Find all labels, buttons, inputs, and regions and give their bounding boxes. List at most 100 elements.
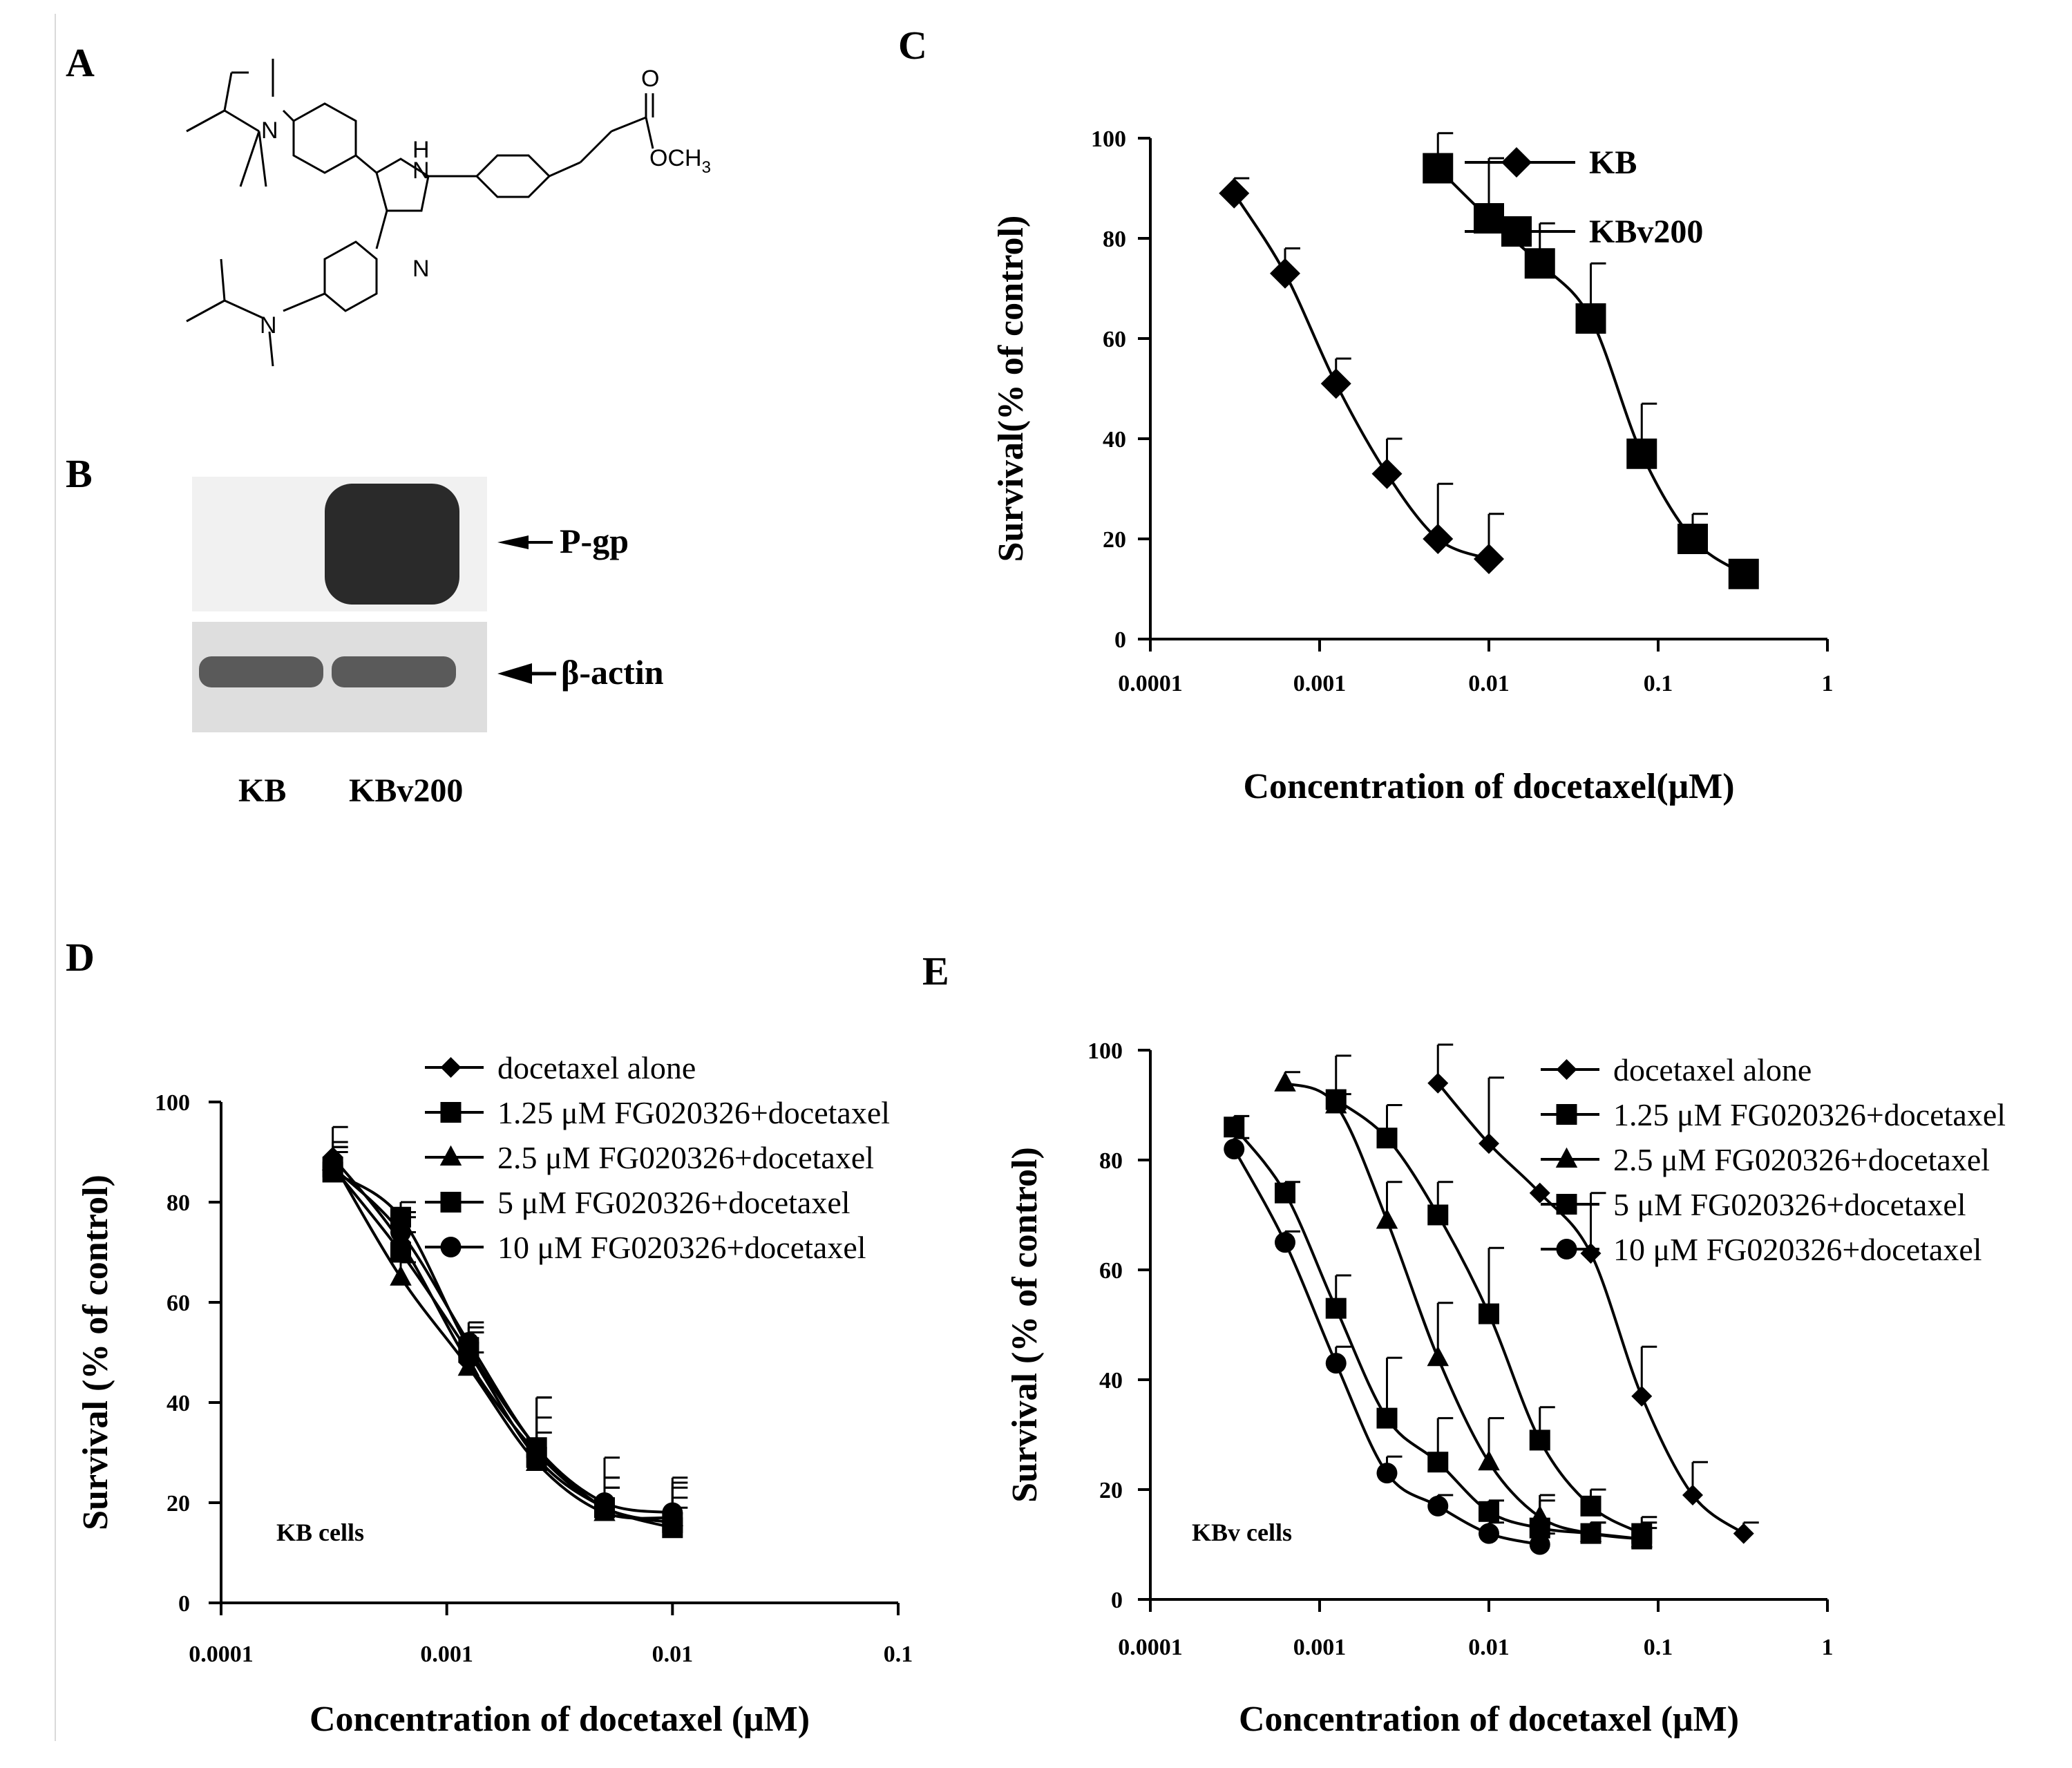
- x-tick-label: 0.01: [1468, 671, 1510, 696]
- data-point-square: [1427, 1452, 1449, 1473]
- legend-label: 2.5 μM FG020326+docetaxel: [497, 1140, 874, 1175]
- legend-label: 5 μM FG020326+docetaxel: [1613, 1187, 1966, 1222]
- legend-marker-diamond: [440, 1057, 462, 1078]
- data-point-diamond: [1733, 1523, 1754, 1544]
- series-line: [1284, 1081, 1642, 1541]
- y-tick-label: 40: [1099, 1368, 1123, 1394]
- blot-lane-kb: KB: [238, 772, 286, 809]
- legend-marker-diamond: [1501, 147, 1532, 178]
- x-tick-label: 1: [1822, 671, 1834, 696]
- western-blot: [192, 477, 556, 732]
- data-point-diamond: [1479, 1133, 1499, 1154]
- y-axis-title: Survival (% of control): [76, 1175, 115, 1530]
- legend-label: docetaxel alone: [1613, 1052, 1812, 1087]
- panel-e-letter: E: [922, 949, 949, 994]
- data-point-triangle: [1274, 1071, 1296, 1092]
- x-tick-label: 0.01: [1468, 1635, 1510, 1660]
- x-axis-title: Concentration of docetaxel (μM): [310, 1700, 810, 1739]
- structure-nh-n: N: [412, 158, 430, 184]
- data-point-square: [1376, 1407, 1398, 1429]
- data-point-circle: [1529, 1534, 1550, 1555]
- series-4: [1224, 1137, 1555, 1555]
- data-point-square: [1479, 1303, 1499, 1324]
- data-point-square: [1580, 1523, 1601, 1544]
- legend-marker-square: [1501, 216, 1532, 247]
- x-tick-label: 0.001: [1293, 671, 1347, 696]
- y-tick-label: 80: [1103, 227, 1126, 252]
- series-0: [1427, 1043, 1759, 1544]
- data-point-triangle: [457, 1356, 480, 1376]
- blot-actin-label: β-actin: [561, 653, 664, 692]
- data-point-square: [1376, 1128, 1398, 1149]
- blot-pgp-band: [325, 484, 459, 605]
- legend-label: docetaxel alone: [497, 1050, 696, 1085]
- data-point-circle: [1224, 1139, 1245, 1160]
- chart-d: 0 20 40 60 80 100 0.0001 0.001 0.01 0.1 Concentrat…: [76, 1050, 913, 1739]
- legend-label: 1.25 μM FG020326+docetaxel: [1613, 1097, 2006, 1132]
- data-point-square: [1224, 1116, 1245, 1138]
- series-line: [1233, 192, 1490, 560]
- series-0: [1219, 177, 1504, 574]
- legend-label: KB: [1589, 144, 1637, 181]
- blot-pgp-label: P-gp: [560, 522, 629, 560]
- y-tick-label: 20: [1099, 1478, 1123, 1503]
- data-point-triangle: [1324, 1093, 1347, 1114]
- blot-actin-band-kb: [199, 656, 323, 687]
- data-point-square: [1479, 1501, 1499, 1522]
- series-line: [332, 1166, 673, 1530]
- chemical-structure: [186, 59, 654, 367]
- y-tick-label: 100: [1091, 126, 1126, 152]
- data-point-triangle: [1376, 1208, 1398, 1229]
- data-point-square: [1524, 248, 1555, 279]
- data-point-diamond: [1423, 524, 1454, 554]
- data-point-circle: [1376, 1463, 1398, 1484]
- y-axis-title: Survival (% of control): [1005, 1147, 1045, 1503]
- legend-marker-square: [1556, 1104, 1577, 1125]
- legend-label: 1.25 μM FG020326+docetaxel: [497, 1095, 890, 1130]
- y-tick-label: 0: [178, 1591, 190, 1617]
- y-tick-label: 100: [1087, 1038, 1123, 1064]
- y-axis-title: Survival(% of control): [991, 216, 1031, 562]
- actin-arrow-icon: [497, 663, 532, 684]
- y-tick-label: 0: [1114, 627, 1126, 653]
- data-point-triangle: [1427, 1345, 1449, 1367]
- data-point-triangle: [390, 1265, 412, 1286]
- data-point-diamond: [1320, 368, 1351, 399]
- x-tick-label: 0.0001: [1118, 1635, 1183, 1660]
- panel-b-letter: B: [66, 451, 93, 496]
- data-point-diamond: [1474, 544, 1504, 574]
- chart-e: 0 20 40 60 80 100 0.0001 0.001 0.01 0.1 1 Concentra…: [1005, 1038, 2006, 1739]
- y-tick-label: 60: [1103, 327, 1126, 352]
- y-tick-label: 40: [167, 1391, 190, 1416]
- data-point-diamond: [1631, 1385, 1653, 1407]
- x-axis-title: Concentration of docetaxel(μM): [1243, 767, 1734, 806]
- blot-actin-band-kbv200: [332, 656, 456, 687]
- y-tick-label: 0: [1111, 1588, 1123, 1613]
- structure-ring-n: N: [412, 256, 430, 282]
- y-tick-label: 60: [1099, 1258, 1123, 1284]
- structure-nh-h: H: [412, 137, 430, 163]
- data-point-square: [1529, 1429, 1550, 1451]
- data-point-square: [1474, 203, 1504, 234]
- x-axis-title: Concentration of docetaxel (μM): [1239, 1700, 1739, 1739]
- series-1: [1423, 132, 1759, 589]
- structure-och3: OCH3: [649, 145, 711, 177]
- data-point-circle: [593, 1492, 615, 1513]
- x-tick-label: 0.1: [884, 1642, 913, 1667]
- data-point-square: [1677, 524, 1709, 554]
- data-point-diamond: [1682, 1484, 1704, 1505]
- data-point-circle: [1479, 1523, 1499, 1544]
- panel-d-letter: D: [66, 935, 95, 980]
- data-point-circle: [322, 1157, 343, 1178]
- data-point-square: [1325, 1298, 1347, 1319]
- series-3: [1224, 1114, 1657, 1550]
- x-tick-label: 1: [1822, 1635, 1834, 1660]
- x-tick-label: 0.1: [1644, 1635, 1673, 1660]
- x-tick-label: 0.01: [652, 1642, 694, 1667]
- structure-n-top: N: [261, 117, 278, 144]
- data-point-square: [1423, 153, 1454, 184]
- y-tick-label: 60: [167, 1291, 190, 1316]
- y-tick-label: 20: [167, 1491, 190, 1517]
- legend-label: 2.5 μM FG020326+docetaxel: [1613, 1142, 1990, 1177]
